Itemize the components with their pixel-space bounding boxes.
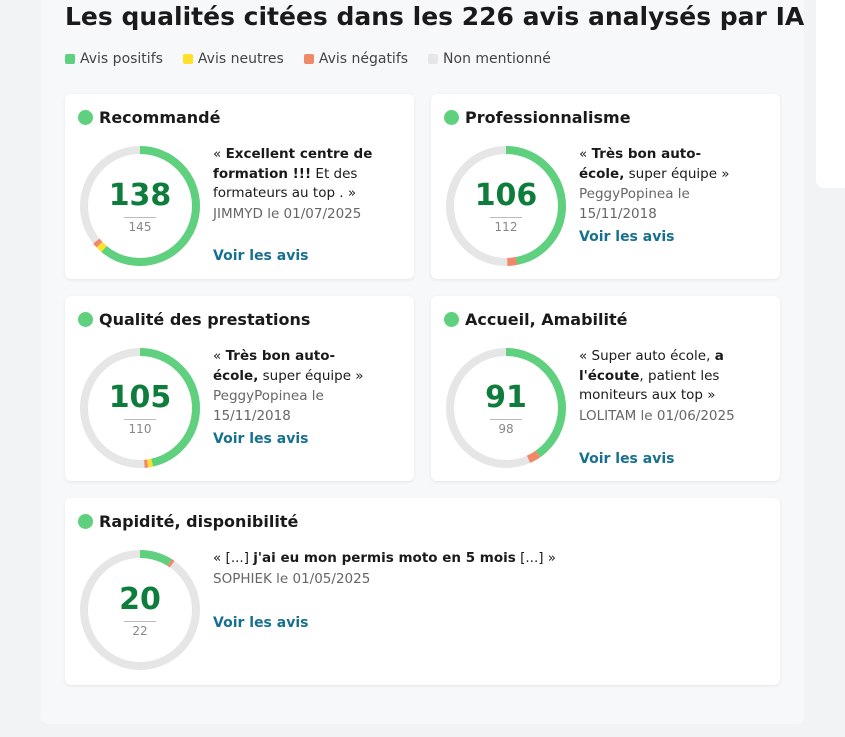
- quote-text: « Excellent centre de formation !!! Et d…: [213, 146, 373, 201]
- donut-gauge: 106 112: [444, 144, 568, 268]
- positive-dot-icon: [78, 110, 93, 125]
- quality-card-qualite-prestations: Qualité des prestations 105 110 « Très b…: [65, 296, 414, 481]
- review-quote: « [...] j'ai eu mon permis moto en 5 moi…: [213, 549, 633, 589]
- legend-swatch: [65, 54, 75, 64]
- positive-dot-icon: [78, 514, 93, 529]
- quality-card-accueil-amabilite: Accueil, Amabilité 91 98 « Super auto éc…: [431, 296, 780, 481]
- total-count: 112: [494, 220, 518, 234]
- donut-segment-positive: [80, 348, 200, 468]
- side-card: [816, 0, 845, 188]
- total-count: 98: [498, 422, 514, 436]
- total-count: 22: [132, 624, 148, 638]
- positive-dot-icon: [444, 110, 459, 125]
- count-separator: [490, 419, 522, 420]
- review-author: PeggyPopinea le 15/11/2018: [213, 388, 324, 424]
- count-separator: [490, 217, 522, 218]
- legend: Avis positifs Avis neutres Avis négatifs…: [65, 51, 571, 67]
- positive-count: 106: [474, 178, 538, 213]
- quality-card-professionnalisme: Professionnalisme 106 112 « Très bon aut…: [431, 94, 780, 279]
- legend-item-positive: Avis positifs: [65, 51, 163, 67]
- card-title: Recommandé: [99, 108, 221, 127]
- quality-card-rapidite-disponibilite: Rapidité, disponibilité 20 22 « [...] j'…: [65, 498, 780, 685]
- positive-count: 91: [485, 380, 527, 415]
- card-header: Qualité des prestations: [78, 310, 310, 329]
- see-reviews-link[interactable]: Voir les avis: [213, 615, 309, 631]
- donut-ring: [446, 348, 566, 468]
- quote-text: « Très bon auto-école, super équipe »: [579, 146, 730, 182]
- card-title: Accueil, Amabilité: [465, 310, 628, 329]
- donut-gauge: 91 98: [444, 346, 568, 470]
- legend-item-not-mentioned: Non mentionné: [428, 51, 551, 67]
- review-author: PeggyPopinea le 15/11/2018: [579, 186, 690, 222]
- donut-ring: [80, 348, 200, 468]
- total-count: 110: [128, 422, 152, 436]
- count-separator: [124, 419, 156, 420]
- donut-gauge: 138 145: [78, 144, 202, 268]
- donut-ring: [80, 550, 200, 670]
- legend-swatch: [182, 54, 193, 64]
- legend-label: Avis neutres: [197, 51, 284, 67]
- review-quote: « Très bon auto-école, super équipe » Pe…: [579, 145, 739, 224]
- card-header: Rapidité, disponibilité: [78, 512, 298, 531]
- see-reviews-link[interactable]: Voir les avis: [579, 229, 675, 245]
- positive-dot-icon: [444, 312, 459, 327]
- legend-item-negative: Avis négatifs: [303, 51, 409, 67]
- legend-label: Avis positifs: [80, 51, 163, 67]
- card-header: Recommandé: [78, 108, 220, 127]
- count-separator: [124, 621, 156, 622]
- legend-label: Avis négatifs: [318, 51, 409, 67]
- positive-count: 138: [108, 178, 172, 213]
- legend-item-neutral: Avis neutres: [182, 51, 284, 67]
- card-title: Professionnalisme: [465, 108, 631, 127]
- review-quote: « Très bon auto-école, super équipe » Pe…: [213, 347, 373, 426]
- legend-swatch: [303, 54, 314, 64]
- page-title: Les qualités citées dans les 226 avis an…: [65, 2, 805, 31]
- see-reviews-link[interactable]: Voir les avis: [579, 451, 675, 467]
- quote-text: « [...] j'ai eu mon permis moto en 5 moi…: [213, 550, 557, 566]
- positive-dot-icon: [78, 312, 93, 327]
- quality-card-recommande: Recommandé 138 145 « Excellent centre de…: [65, 94, 414, 279]
- see-reviews-link[interactable]: Voir les avis: [213, 248, 309, 264]
- card-header: Professionnalisme: [444, 108, 631, 127]
- donut-ring: [80, 146, 200, 266]
- donut-gauge: 105 110: [78, 346, 202, 470]
- positive-count: 105: [108, 380, 172, 415]
- review-quote: « Excellent centre de formation !!! Et d…: [213, 145, 373, 224]
- review-author: JIMMYD le 01/07/2025: [213, 205, 362, 222]
- legend-label: Non mentionné: [443, 51, 551, 67]
- card-header: Accueil, Amabilité: [444, 310, 627, 329]
- donut-gauge: 20 22: [78, 548, 202, 672]
- quote-text: « Super auto école, a l'écoute, patient …: [579, 348, 724, 403]
- review-author: LOLITAM le 01/06/2025: [579, 407, 735, 424]
- count-separator: [124, 217, 156, 218]
- donut-segment-positive: [80, 146, 200, 266]
- review-author: SOPHIEK le 01/05/2025: [213, 570, 371, 587]
- see-reviews-link[interactable]: Voir les avis: [213, 431, 309, 447]
- review-quote: « Super auto école, a l'écoute, patient …: [579, 347, 739, 426]
- donut-ring: [446, 146, 566, 266]
- card-title: Qualité des prestations: [99, 310, 311, 329]
- total-count: 145: [128, 220, 152, 234]
- donut-segment-positive: [446, 146, 566, 266]
- card-title: Rapidité, disponibilité: [99, 512, 299, 531]
- donut-segment-positive: [446, 348, 566, 468]
- quote-text: « Très bon auto-école, super équipe »: [213, 348, 364, 384]
- donut-segment-positive: [80, 550, 200, 670]
- legend-swatch: [428, 54, 439, 64]
- positive-count: 20: [119, 582, 161, 617]
